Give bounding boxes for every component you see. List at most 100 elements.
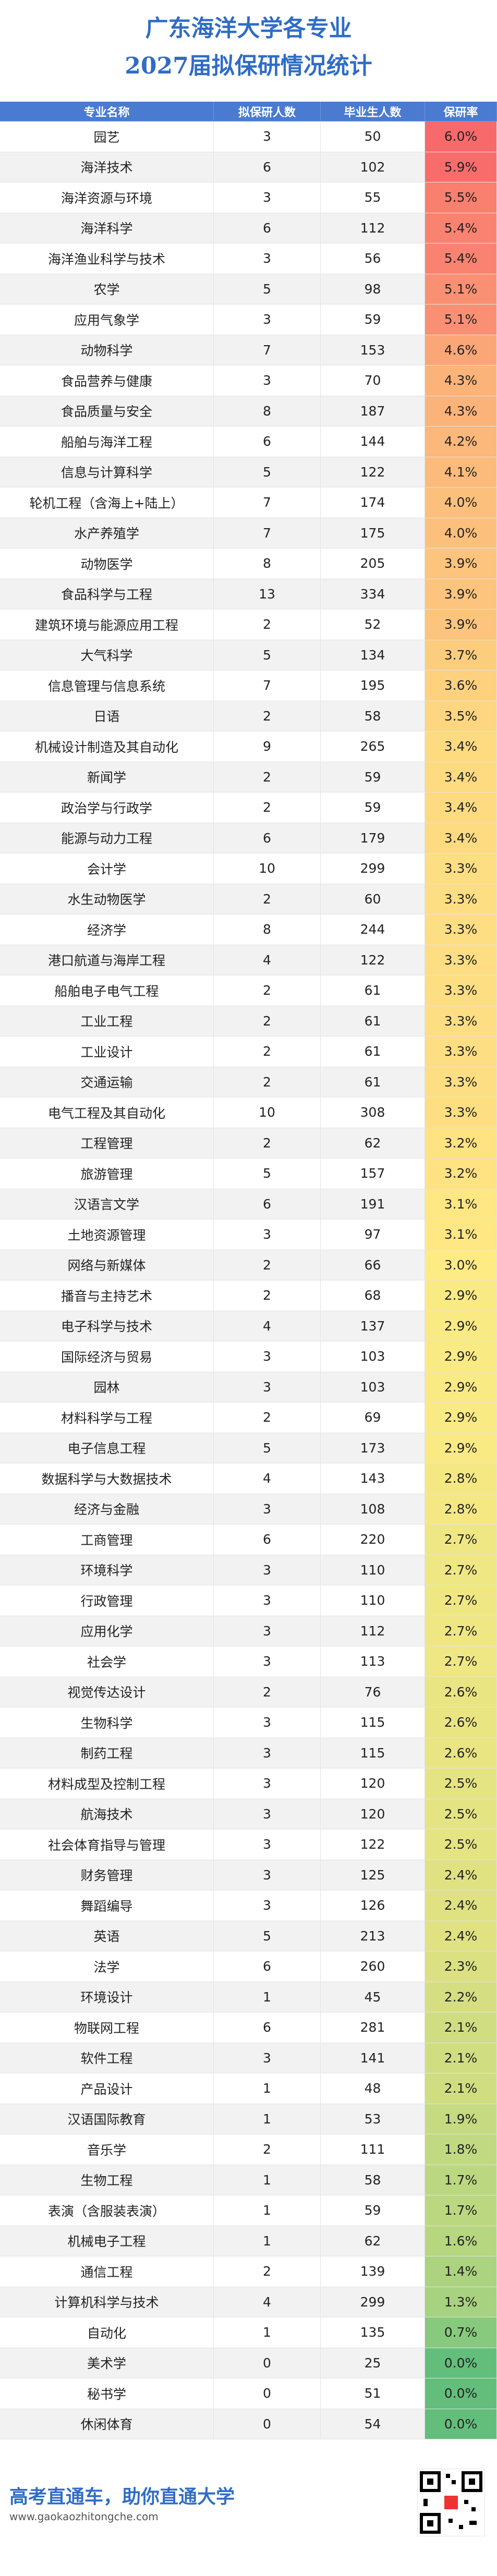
rate-cell: 0.0% xyxy=(425,2348,497,2378)
count-cell: 144 xyxy=(321,426,425,457)
rate-cell: 2.6% xyxy=(425,1707,497,1738)
count-cell: 3 xyxy=(214,1372,321,1402)
count-cell: 111 xyxy=(321,2134,425,2165)
table-row: 工业设计 2 61 3.3% xyxy=(0,1036,497,1067)
major-name: 日语 xyxy=(0,701,214,731)
table-row: 轮机工程（含海上+陆上） 7 174 4.0% xyxy=(0,487,497,518)
table-row: 应用气象学 3 59 5.1% xyxy=(0,304,497,335)
rate-cell: 3.2% xyxy=(425,1158,497,1189)
major-name: 计算机科学与技术 xyxy=(0,2287,214,2317)
rate-cell: 3.4% xyxy=(425,731,497,762)
count-cell: 205 xyxy=(321,548,425,579)
count-cell: 3 xyxy=(214,1768,321,1799)
table-row: 港口航道与海岸工程 4 122 3.3% xyxy=(0,945,497,975)
major-name: 园林 xyxy=(0,1372,214,1402)
table-row: 航海技术 3 120 2.5% xyxy=(0,1799,497,1829)
count-cell: 0 xyxy=(214,2409,321,2439)
count-cell: 2 xyxy=(214,1006,321,1036)
table-row: 制药工程 3 115 2.6% xyxy=(0,1738,497,1768)
count-cell: 122 xyxy=(321,945,425,975)
count-cell: 52 xyxy=(321,609,425,640)
major-name: 软件工程 xyxy=(0,2043,214,2073)
rate-cell: 1.6% xyxy=(425,2226,497,2256)
count-cell: 1 xyxy=(214,2073,321,2104)
table-row: 社会体育指导与管理 3 122 2.5% xyxy=(0,1829,497,1860)
major-name: 工业工程 xyxy=(0,1006,214,1036)
header-row: 专业名称 拟保研人数 毕业生人数 保研率 xyxy=(0,102,497,121)
major-name: 海洋资源与环境 xyxy=(0,182,214,213)
count-cell: 0 xyxy=(214,2378,321,2409)
count-cell: 13 xyxy=(214,579,321,609)
major-name: 政治学与行政学 xyxy=(0,792,214,823)
count-cell: 76 xyxy=(321,1677,425,1707)
count-cell: 7 xyxy=(214,487,321,518)
rate-cell: 3.5% xyxy=(425,701,497,731)
count-cell: 3 xyxy=(214,1829,321,1860)
count-cell: 103 xyxy=(321,1341,425,1372)
table-row: 国际经济与贸易 3 103 2.9% xyxy=(0,1341,497,1372)
major-name: 网络与新媒体 xyxy=(0,1250,214,1280)
count-cell: 3 xyxy=(214,2043,321,2073)
rate-cell: 3.2% xyxy=(425,1128,497,1158)
count-cell: 2 xyxy=(214,975,321,1006)
title: 广东海洋大学各专业 xyxy=(145,15,352,42)
major-name: 生物科学 xyxy=(0,1707,214,1738)
rate-cell: 1.4% xyxy=(425,2256,497,2287)
rate-cell: 2.2% xyxy=(425,1982,497,2012)
rate-cell: 2.8% xyxy=(425,1494,497,1524)
rate-cell: 2.8% xyxy=(425,1463,497,1494)
count-cell: 6 xyxy=(214,213,321,243)
count-cell: 0 xyxy=(214,2348,321,2378)
table-row: 农学 5 98 5.1% xyxy=(0,274,497,304)
table-row: 通信工程 2 139 1.4% xyxy=(0,2256,497,2287)
count-cell: 6 xyxy=(214,426,321,457)
count-cell: 62 xyxy=(321,1128,425,1158)
count-cell: 3 xyxy=(214,1341,321,1372)
count-cell: 6 xyxy=(214,152,321,182)
table-row: 视觉传达设计 2 76 2.6% xyxy=(0,1677,497,1707)
rate-cell: 3.3% xyxy=(425,1006,497,1036)
count-cell: 6 xyxy=(214,823,321,853)
count-cell: 115 xyxy=(321,1738,425,1768)
count-cell: 5 xyxy=(214,274,321,304)
count-cell: 70 xyxy=(321,365,425,396)
count-cell: 3 xyxy=(214,1555,321,1585)
table-row: 汉语国际教育 1 53 1.9% xyxy=(0,2104,497,2134)
major-name: 港口航道与海岸工程 xyxy=(0,945,214,975)
major-name: 物联网工程 xyxy=(0,2012,214,2043)
count-cell: 175 xyxy=(321,518,425,548)
major-name: 自动化 xyxy=(0,2317,214,2348)
rate-cell: 3.0% xyxy=(425,1250,497,1280)
major-name: 机械设计制造及其自动化 xyxy=(0,731,214,762)
table-row: 水产养殖学 7 175 4.0% xyxy=(0,518,497,548)
major-name: 通信工程 xyxy=(0,2256,214,2287)
table-row: 法学 6 260 2.3% xyxy=(0,1951,497,1982)
table-row: 新闻学 2 59 3.4% xyxy=(0,762,497,792)
count-cell: 25 xyxy=(321,2348,425,2378)
count-cell: 53 xyxy=(321,2104,425,2134)
major-name: 法学 xyxy=(0,1951,214,1982)
count-cell: 4 xyxy=(214,1311,321,1341)
rate-cell: 5.5% xyxy=(425,182,497,213)
count-cell: 5 xyxy=(214,457,321,487)
count-cell: 299 xyxy=(321,2287,425,2317)
count-cell: 120 xyxy=(321,1768,425,1799)
count-cell: 54 xyxy=(321,2409,425,2439)
count-cell: 2 xyxy=(214,1250,321,1280)
table-row: 土地资源管理 3 97 3.1% xyxy=(0,1219,497,1250)
table-row: 材料科学与工程 2 69 2.9% xyxy=(0,1402,497,1433)
major-name: 水产养殖学 xyxy=(0,518,214,548)
count-cell: 10 xyxy=(214,1097,321,1128)
major-name: 农学 xyxy=(0,274,214,304)
table-row: 工商管理 6 220 2.7% xyxy=(0,1524,497,1555)
major-name: 工程管理 xyxy=(0,1128,214,1158)
major-name: 汉语言文学 xyxy=(0,1189,214,1219)
count-cell: 3 xyxy=(214,121,321,152)
count-cell: 153 xyxy=(321,335,425,365)
rate-cell: 3.3% xyxy=(425,1067,497,1097)
major-name: 国际经济与贸易 xyxy=(0,1341,214,1372)
count-cell: 61 xyxy=(321,975,425,1006)
count-cell: 3 xyxy=(214,365,321,396)
count-cell: 7 xyxy=(214,518,321,548)
count-cell: 3 xyxy=(214,1738,321,1768)
